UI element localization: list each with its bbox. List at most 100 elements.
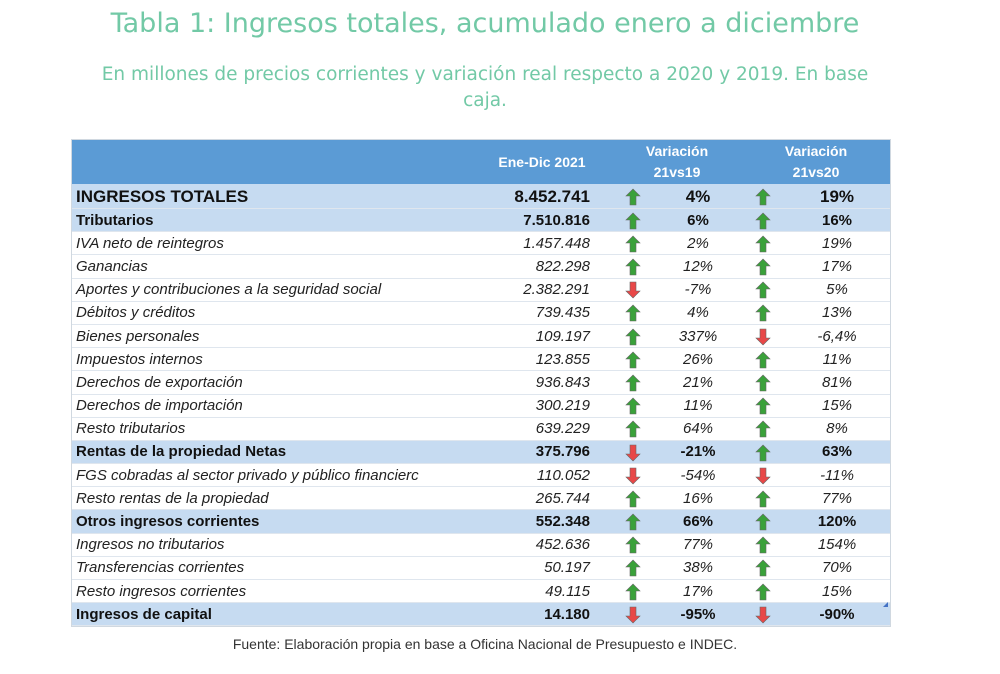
- table-row: Resto tributarios 639.229 64% 8%: [72, 417, 891, 441]
- green-up-arrow-icon: [742, 278, 785, 302]
- table-body: INGRESOS TOTALES 8.452.741 4% 19% Tributario…: [72, 184, 891, 627]
- row-var19: 21%: [654, 370, 743, 395]
- row-var19: -21%: [654, 440, 743, 465]
- row-var20: 8%: [784, 417, 891, 441]
- red-down-arrow-icon: [612, 463, 654, 488]
- row-var19: 12%: [654, 254, 743, 279]
- row-label: Resto rentas de la propiedad: [72, 486, 472, 511]
- row-var20: 63%: [784, 440, 891, 465]
- header-var20-line1: Variación: [784, 143, 848, 159]
- row-var20: -6,4%: [784, 324, 891, 349]
- row-var20: 16%: [784, 208, 891, 233]
- row-value: 109.197: [472, 324, 612, 349]
- row-label: Transferencias corrientes: [72, 556, 472, 581]
- table-row: FGS cobradas al sector privado y público…: [72, 463, 891, 488]
- green-up-arrow-icon: [612, 370, 654, 395]
- table-row: Impuestos internos 123.855 26% 11%: [72, 347, 891, 372]
- red-down-arrow-icon: [742, 602, 785, 627]
- source-footnote: Fuente: Elaboración propia en base a Ofi…: [232, 636, 738, 652]
- row-var20: 5%: [784, 278, 891, 302]
- green-up-arrow-icon: [742, 394, 785, 418]
- row-label: Bienes personales: [72, 324, 472, 349]
- table-row: Otros ingresos corrientes 552.348 66% 120%: [72, 509, 891, 534]
- table-row: Ganancias 822.298 12% 17%: [72, 254, 891, 279]
- row-label: Ingresos de capital: [72, 602, 472, 627]
- red-down-arrow-icon: [612, 278, 654, 302]
- green-up-arrow-icon: [612, 486, 654, 511]
- green-up-arrow-icon: [612, 208, 654, 233]
- green-up-arrow-icon: [742, 509, 785, 534]
- row-var20: 70%: [784, 556, 891, 581]
- table-row: IVA neto de reintegros 1.457.448 2% 19%: [72, 231, 891, 256]
- row-value: 936.843: [472, 370, 612, 395]
- row-label: Ganancias: [72, 254, 472, 279]
- row-label: Impuestos internos: [72, 347, 472, 372]
- header-label: [72, 140, 472, 184]
- row-value: 639.229: [472, 417, 612, 441]
- row-var20: -11%: [784, 463, 891, 488]
- row-label: Ingresos no tributarios: [72, 533, 472, 557]
- row-value: 123.855: [472, 347, 612, 372]
- row-value: 822.298: [472, 254, 612, 279]
- green-up-arrow-icon: [612, 324, 654, 349]
- row-label: Resto tributarios: [72, 417, 472, 441]
- row-var20: 77%: [784, 486, 891, 511]
- row-var19: 77%: [654, 533, 743, 557]
- row-var19: 2%: [654, 231, 743, 256]
- table-row: INGRESOS TOTALES 8.452.741 4% 19%: [72, 184, 891, 209]
- red-down-arrow-icon: [612, 440, 654, 465]
- green-up-arrow-icon: [612, 509, 654, 534]
- green-up-arrow-icon: [742, 254, 785, 279]
- row-var20: 19%: [784, 231, 891, 256]
- row-value: 552.348: [472, 509, 612, 534]
- green-up-arrow-icon: [742, 486, 785, 511]
- row-var20: 17%: [784, 254, 891, 279]
- table-row: Resto rentas de la propiedad 265.744 16% 77…: [72, 486, 891, 511]
- green-up-arrow-icon: [612, 184, 654, 209]
- green-up-arrow-icon: [742, 208, 785, 233]
- row-label: Resto ingresos corrientes: [72, 579, 472, 604]
- green-up-arrow-icon: [612, 231, 654, 256]
- row-var19: 4%: [654, 301, 743, 325]
- header-value: Ene-Dic 2021: [472, 140, 612, 184]
- green-up-arrow-icon: [742, 440, 785, 465]
- red-down-arrow-icon: [742, 324, 785, 349]
- red-down-arrow-icon: [612, 602, 654, 627]
- revenue-table-container: Ene-Dic 2021 Variación 21vs19 Variación …: [71, 139, 891, 628]
- row-var19: 17%: [654, 579, 743, 604]
- row-value: 2.382.291: [472, 278, 612, 302]
- row-var20: 13%: [784, 301, 891, 325]
- row-value: 300.219: [472, 394, 612, 418]
- header-var20: Variación 21vs20: [742, 140, 891, 184]
- green-up-arrow-icon: [742, 579, 785, 604]
- row-label: INGRESOS TOTALES: [72, 184, 472, 209]
- row-value: 7.510.816: [472, 208, 612, 233]
- green-up-arrow-icon: [742, 301, 785, 325]
- table-row: Aportes y contribuciones a la seguridad …: [72, 278, 891, 302]
- green-up-arrow-icon: [612, 301, 654, 325]
- row-var19: -7%: [654, 278, 743, 302]
- row-var19: -54%: [654, 463, 743, 488]
- green-up-arrow-icon: [612, 347, 654, 372]
- row-var19: 6%: [654, 208, 743, 233]
- row-var19: -95%: [654, 602, 743, 627]
- row-value: 14.180: [472, 602, 612, 627]
- row-label: IVA neto de reintegros: [72, 231, 472, 256]
- header-var19-line1: Variación: [645, 143, 709, 159]
- green-up-arrow-icon: [612, 417, 654, 441]
- row-var19: 337%: [654, 324, 743, 349]
- row-var20: -90%: [784, 602, 891, 627]
- table-row: Rentas de la propiedad Netas 375.796 -21% 6…: [72, 440, 891, 465]
- table-row: Resto ingresos corrientes 49.115 17% 15%: [72, 579, 891, 604]
- row-label: Aportes y contribuciones a la seguridad …: [72, 278, 472, 302]
- row-label: Otros ingresos corrientes: [72, 509, 472, 534]
- row-var20: 15%: [784, 579, 891, 604]
- table-row: Ingresos no tributarios 452.636 77% 154%: [72, 533, 891, 557]
- header-var20-line2: 21vs20: [792, 164, 840, 180]
- header-var19: Variación 21vs19: [612, 140, 743, 184]
- row-value: 265.744: [472, 486, 612, 511]
- green-up-arrow-icon: [612, 533, 654, 557]
- table-subtitle: En millones de precios corrientes y vari…: [101, 64, 869, 111]
- green-up-arrow-icon: [742, 231, 785, 256]
- row-value: 1.457.448: [472, 231, 612, 256]
